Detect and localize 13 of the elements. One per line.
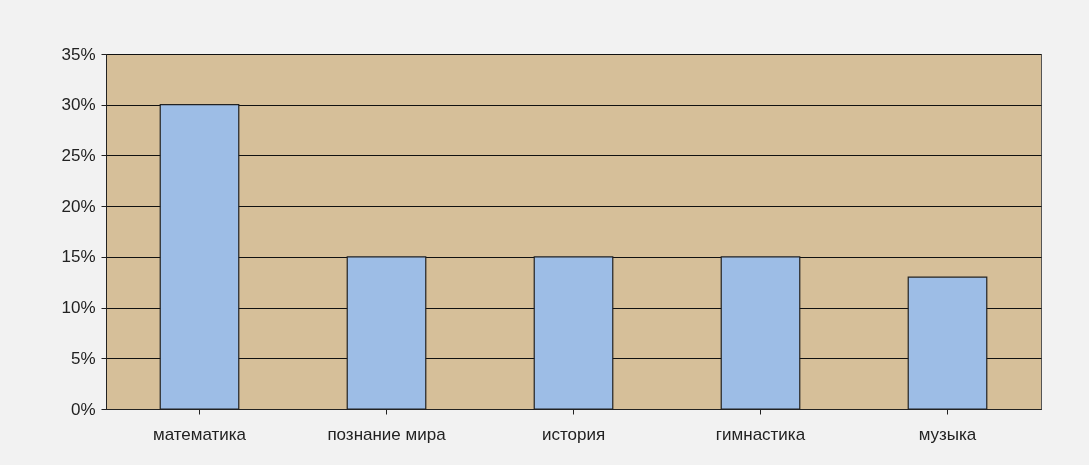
y-tick-label: 30%	[61, 95, 96, 115]
x-tick-label: гимнастика	[715, 424, 806, 444]
y-tick-label: 25%	[61, 145, 96, 165]
y-tick-label: 15%	[61, 247, 96, 267]
y-tick-label: 20%	[61, 196, 96, 216]
x-tick-label: математика	[152, 424, 247, 444]
x-tick-label: познание мира	[327, 424, 447, 444]
x-tick-label: музыка	[918, 424, 977, 444]
y-tick-label: 5%	[70, 348, 96, 368]
y-tick-label: 10%	[61, 298, 96, 318]
y-tick-label: 35%	[61, 44, 96, 64]
x-tick-label: история	[541, 424, 606, 444]
y-tick-label: 0%	[70, 399, 96, 419]
